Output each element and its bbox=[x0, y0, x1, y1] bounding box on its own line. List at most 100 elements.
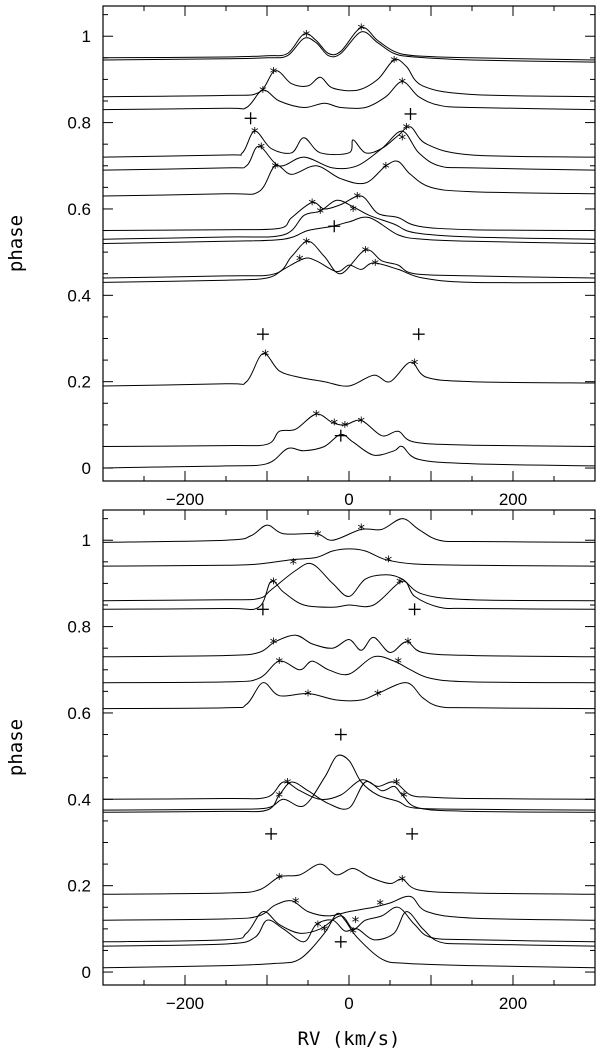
line-profile bbox=[103, 562, 595, 602]
star-marker: * bbox=[358, 21, 366, 39]
star-marker: * bbox=[353, 189, 361, 207]
star-marker: * bbox=[330, 416, 338, 434]
plus-marker bbox=[412, 328, 425, 341]
line-profile bbox=[103, 548, 595, 567]
star-marker: * bbox=[399, 872, 407, 890]
plus-marker bbox=[334, 728, 347, 741]
x-tick-label: −200 bbox=[166, 490, 204, 509]
star-marker: * bbox=[382, 159, 390, 177]
x-tick-label: 0 bbox=[344, 994, 353, 1013]
y-tick-label: 0.2 bbox=[67, 373, 91, 392]
star-marker: * bbox=[258, 139, 266, 157]
y-tick-label: 1 bbox=[82, 27, 91, 46]
line-profile bbox=[103, 257, 595, 284]
plus-marker bbox=[328, 220, 341, 233]
x-tick-label: −200 bbox=[166, 994, 204, 1013]
plus-marker bbox=[256, 328, 269, 341]
line-profile bbox=[103, 81, 595, 111]
star-marker: * bbox=[251, 124, 259, 142]
y-tick-label: 0.4 bbox=[67, 790, 91, 809]
x-tick-label: 200 bbox=[499, 994, 527, 1013]
star-marker: * bbox=[317, 204, 325, 222]
x-tick-label: 200 bbox=[499, 490, 527, 509]
line-profile bbox=[103, 912, 595, 969]
line-profile bbox=[103, 58, 595, 98]
line-profile bbox=[103, 906, 595, 943]
star-marker: * bbox=[396, 574, 404, 592]
line-profile bbox=[103, 413, 595, 447]
plus-marker bbox=[244, 112, 257, 125]
star-marker: * bbox=[352, 913, 360, 931]
plus-marker bbox=[334, 429, 347, 442]
plus-marker bbox=[256, 603, 269, 616]
star-marker: * bbox=[362, 243, 370, 261]
y-tick-label: 0.6 bbox=[67, 704, 91, 723]
line-profile bbox=[103, 754, 595, 811]
star-marker: * bbox=[411, 355, 419, 373]
star-marker: * bbox=[276, 788, 284, 806]
star-marker: * bbox=[314, 918, 322, 936]
line-profile bbox=[103, 216, 595, 244]
line-profile bbox=[103, 26, 595, 61]
line-profile bbox=[103, 682, 595, 710]
star-marker: * bbox=[270, 574, 278, 592]
line-profile bbox=[103, 126, 595, 158]
star-marker: * bbox=[271, 159, 279, 177]
line-profile bbox=[103, 433, 595, 469]
star-marker: * bbox=[393, 775, 401, 793]
star-marker: * bbox=[304, 687, 312, 705]
star-marker: * bbox=[349, 924, 357, 942]
star-marker: * bbox=[314, 527, 322, 545]
star-marker: * bbox=[289, 555, 297, 573]
star-marker: * bbox=[308, 195, 316, 213]
y-axis-title: phase bbox=[5, 215, 27, 272]
plus-marker bbox=[265, 827, 278, 840]
star-marker: * bbox=[321, 922, 329, 940]
star-marker: * bbox=[371, 256, 379, 274]
star-marker: * bbox=[394, 654, 402, 672]
y-tick-label: 0.8 bbox=[67, 618, 91, 637]
line-profile bbox=[103, 781, 595, 813]
plus-marker bbox=[408, 603, 421, 616]
star-marker: * bbox=[399, 75, 407, 93]
line-profile bbox=[103, 353, 595, 387]
line-profile bbox=[103, 779, 595, 800]
star-marker: * bbox=[270, 635, 278, 653]
line-profile bbox=[103, 634, 595, 658]
star-marker: * bbox=[404, 635, 412, 653]
star-marker: * bbox=[358, 414, 366, 432]
star-marker: * bbox=[349, 202, 357, 220]
line-profile bbox=[103, 31, 595, 63]
x-axis-title: RV (km/s) bbox=[298, 1028, 401, 1050]
y-tick-label: 0 bbox=[82, 459, 91, 478]
star-marker: * bbox=[276, 870, 284, 888]
star-marker: * bbox=[385, 553, 393, 571]
star-marker: * bbox=[376, 896, 384, 914]
star-marker: * bbox=[399, 131, 407, 149]
star-marker: * bbox=[403, 120, 411, 138]
star-marker: * bbox=[270, 64, 278, 82]
plus-marker bbox=[334, 935, 347, 948]
star-marker: * bbox=[276, 654, 284, 672]
plus-marker bbox=[406, 827, 419, 840]
line-profile bbox=[103, 863, 595, 895]
star-marker: * bbox=[284, 775, 292, 793]
line-profile bbox=[103, 195, 595, 231]
star-marker: * bbox=[341, 418, 349, 436]
star-marker: * bbox=[400, 788, 408, 806]
star-marker: * bbox=[259, 83, 267, 101]
line-profile bbox=[103, 895, 595, 921]
x-tick-label: 0 bbox=[344, 490, 353, 509]
star-marker: * bbox=[312, 407, 320, 425]
plot-frame bbox=[102, 5, 596, 482]
y-tick-label: 1 bbox=[82, 531, 91, 550]
plot-frame bbox=[102, 509, 596, 986]
line-profile bbox=[103, 240, 595, 279]
line-profile bbox=[103, 160, 595, 197]
line-profile bbox=[103, 130, 595, 171]
line-profile bbox=[103, 580, 595, 610]
line-profile bbox=[103, 518, 595, 543]
y-tick-label: 0.8 bbox=[67, 114, 91, 133]
